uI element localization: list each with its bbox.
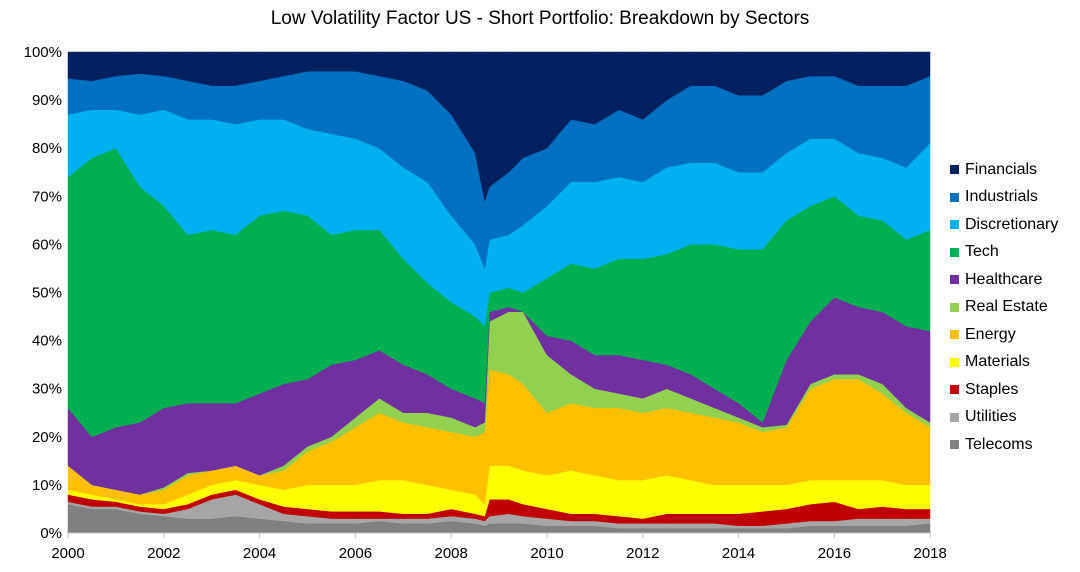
- legend-swatch: [950, 357, 959, 367]
- y-tick-label: 50%: [32, 285, 62, 302]
- legend-item: Healthcare: [950, 266, 1058, 294]
- x-tick-label: 2016: [818, 545, 851, 562]
- x-tick-label: 2014: [722, 545, 755, 562]
- legend-swatch: [950, 220, 959, 230]
- y-tick-label: 30%: [32, 381, 62, 398]
- y-tick-label: 90%: [32, 92, 62, 109]
- legend-item: Telecoms: [950, 431, 1058, 459]
- y-tick-label: 100%: [24, 44, 62, 61]
- y-tick-label: 70%: [32, 188, 62, 205]
- legend-label: Staples: [965, 380, 1019, 398]
- x-tick-label: 2006: [339, 545, 372, 562]
- legend-item: Utilities: [950, 404, 1058, 432]
- legend-item: Real Estate: [950, 294, 1058, 322]
- legend-label: Energy: [965, 325, 1016, 343]
- legend-item: Financials: [950, 156, 1058, 184]
- area-financials: [67, 51, 931, 203]
- legend-swatch: [950, 440, 959, 450]
- y-tick-label: 60%: [32, 236, 62, 253]
- legend-swatch: [950, 165, 959, 175]
- y-tick-label: 80%: [32, 140, 62, 157]
- legend: Financials Industrials Discretionary Tech He…: [950, 156, 1058, 459]
- x-tick-label: 2018: [914, 545, 947, 562]
- legend-label: Real Estate: [965, 298, 1048, 316]
- legend-label: Financials: [965, 160, 1038, 178]
- legend-label: Utilities: [965, 408, 1017, 426]
- x-tick-label: 2004: [243, 545, 276, 562]
- chart-title: Low Volatility Factor US - Short Portfol…: [270, 8, 810, 29]
- y-tick-label: 10%: [32, 477, 62, 494]
- x-tick-label: 2008: [435, 545, 468, 562]
- legend-item: Staples: [950, 376, 1058, 404]
- x-tick-label: 2002: [147, 545, 180, 562]
- legend-swatch: [950, 192, 959, 202]
- legend-item: Discretionary: [950, 211, 1058, 239]
- legend-swatch: [950, 385, 959, 395]
- legend-item: Materials: [950, 349, 1058, 377]
- legend-item: Tech: [950, 239, 1058, 267]
- y-tick-label: 40%: [32, 333, 62, 350]
- legend-label: Industrials: [965, 188, 1038, 206]
- legend-item: Energy: [950, 321, 1058, 349]
- y-tick-label: 0%: [40, 525, 62, 542]
- y-tick-label: 20%: [32, 429, 62, 446]
- x-tick-label: 2010: [530, 545, 563, 562]
- legend-label: Healthcare: [965, 270, 1043, 288]
- x-tick-label: 2000: [51, 545, 84, 562]
- legend-label: Materials: [965, 353, 1030, 371]
- legend-swatch: [950, 302, 959, 312]
- x-tick-label: 2012: [626, 545, 659, 562]
- legend-item: Industrials: [950, 184, 1058, 212]
- legend-swatch: [950, 275, 959, 285]
- legend-swatch: [950, 247, 959, 257]
- legend-swatch: [950, 330, 959, 340]
- legend-swatch: [950, 412, 959, 422]
- legend-label: Telecoms: [965, 435, 1033, 453]
- legend-label: Discretionary: [965, 215, 1059, 233]
- legend-label: Tech: [965, 243, 999, 261]
